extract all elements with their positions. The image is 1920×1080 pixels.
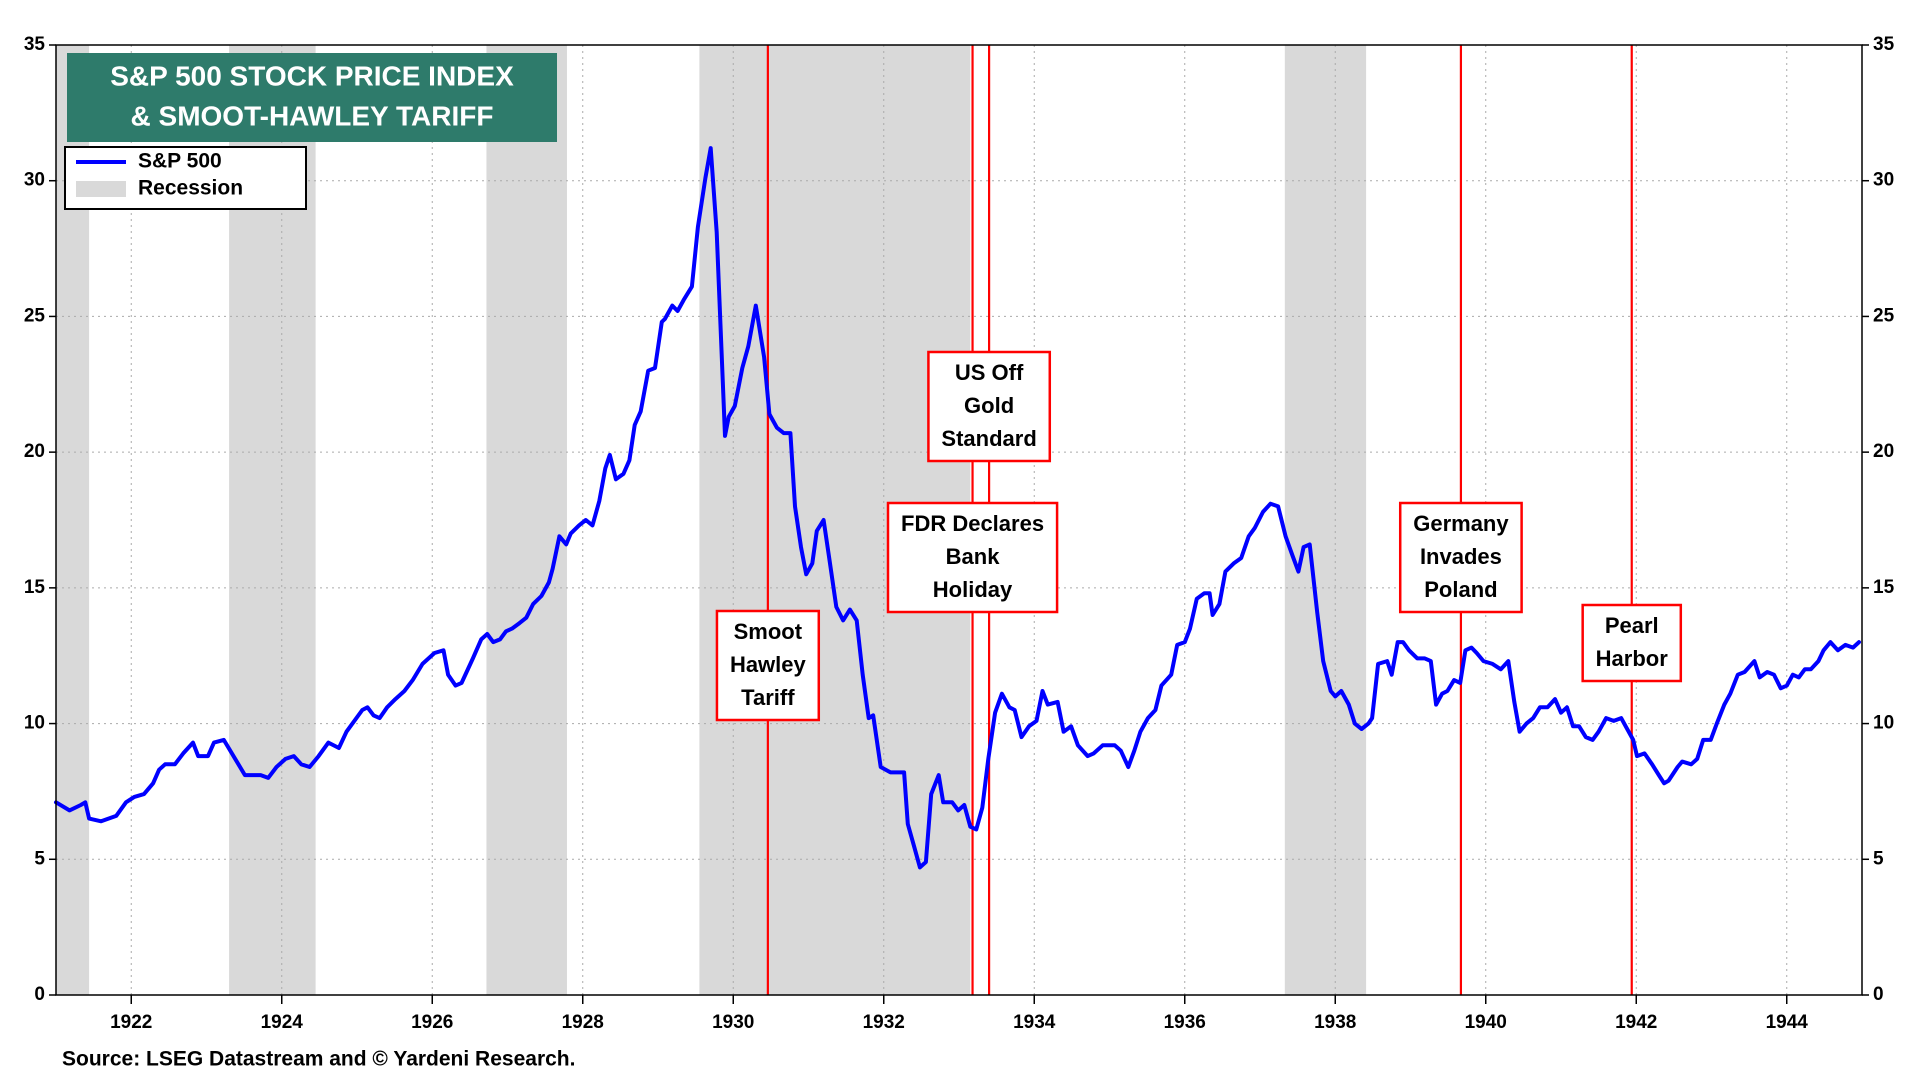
y2-tick-label: 35: [1873, 34, 1895, 55]
legend: S&P 500 Recession: [64, 146, 307, 210]
x-tick-label: 1938: [1314, 1012, 1356, 1033]
annotation-box: [715, 609, 821, 722]
legend-label: Recession: [138, 177, 243, 200]
y-tick-label: 30: [24, 170, 45, 191]
annotation-text: Invades: [1420, 544, 1502, 569]
annotation-text: FDR Declares: [901, 511, 1044, 536]
x-tick-label: 1944: [1766, 1012, 1809, 1033]
y2-tick-label: 10: [1873, 713, 1894, 734]
annotation-box: [1398, 501, 1523, 614]
source-note: Source: LSEG Datastream and © Yardeni Re…: [62, 1048, 575, 1071]
x-tick-label: 1922: [110, 1012, 152, 1033]
annotation-text: Bank: [946, 544, 1001, 569]
x-tick-label: 1940: [1465, 1012, 1507, 1033]
chart-title: & SMOOT-HAWLEY TARIFF: [131, 100, 494, 131]
annotation-text: Gold: [964, 393, 1014, 418]
y2-tick-label: 15: [1873, 577, 1895, 598]
y-tick-label: 25: [24, 305, 46, 326]
annotation-text: Tariff: [741, 685, 795, 710]
annotation-box: [886, 501, 1059, 614]
annotation-text: Poland: [1424, 577, 1497, 602]
x-tick-label: 1928: [562, 1012, 604, 1033]
annotation-box: [927, 350, 1052, 463]
annotation-text: Hawley: [730, 652, 807, 677]
y-tick-label: 20: [24, 441, 45, 462]
annotation: US Off Gold Standard: [927, 350, 1052, 463]
x-tick-label: 1930: [712, 1012, 754, 1033]
annotation-text: Harbor: [1596, 646, 1669, 671]
annotation-text: Germany: [1413, 511, 1509, 536]
x-tick-label: 1926: [411, 1012, 453, 1033]
title-background: [67, 53, 557, 142]
annotation: Pearl Harbor: [1581, 603, 1683, 683]
x-tick-label: 1932: [863, 1012, 905, 1033]
annotation-text: Holiday: [933, 577, 1013, 602]
legend-swatch: [76, 181, 126, 197]
plot-frame: [55, 44, 1863, 996]
y2-tick-label: 30: [1873, 170, 1894, 191]
annotation-box: [1581, 603, 1683, 683]
x-tick-label: 1934: [1013, 1012, 1056, 1033]
annotation: FDR Declares Bank Holiday: [886, 501, 1059, 614]
y-tick-label: 15: [24, 577, 46, 598]
y2-tick-label: 0: [1873, 984, 1884, 1005]
annotation-text: Standard: [941, 426, 1036, 451]
x-tick-label: 1942: [1615, 1012, 1657, 1033]
y-tick-label: 5: [34, 848, 45, 869]
y2-tick-label: 20: [1873, 441, 1894, 462]
y-tick-label: 10: [24, 713, 45, 734]
x-tick-label: 1936: [1164, 1012, 1206, 1033]
y-tick-label: 35: [24, 34, 46, 55]
annotation-text: Smoot: [734, 619, 803, 644]
recession-band: [1284, 45, 1367, 995]
legend-label: S&P 500: [138, 150, 222, 173]
title-box: S&P 500 STOCK PRICE INDEX & SMOOT-HAWLEY …: [67, 53, 557, 142]
x-tick-label: 1924: [261, 1012, 304, 1033]
series-line: [54, 146, 1861, 870]
y2-tick-label: 5: [1873, 848, 1884, 869]
y-tick-label: 0: [34, 984, 45, 1005]
annotation-text: US Off: [955, 360, 1024, 385]
annotation-text: Pearl: [1605, 613, 1659, 638]
chart-title: S&P 500 STOCK PRICE INDEX: [110, 60, 514, 91]
y2-tick-label: 25: [1873, 305, 1895, 326]
annotation: Germany Invades Poland: [1398, 501, 1523, 614]
legend-box: [64, 146, 307, 210]
recession-band: [486, 45, 567, 995]
annotation: Smoot Hawley Tariff: [715, 609, 821, 722]
